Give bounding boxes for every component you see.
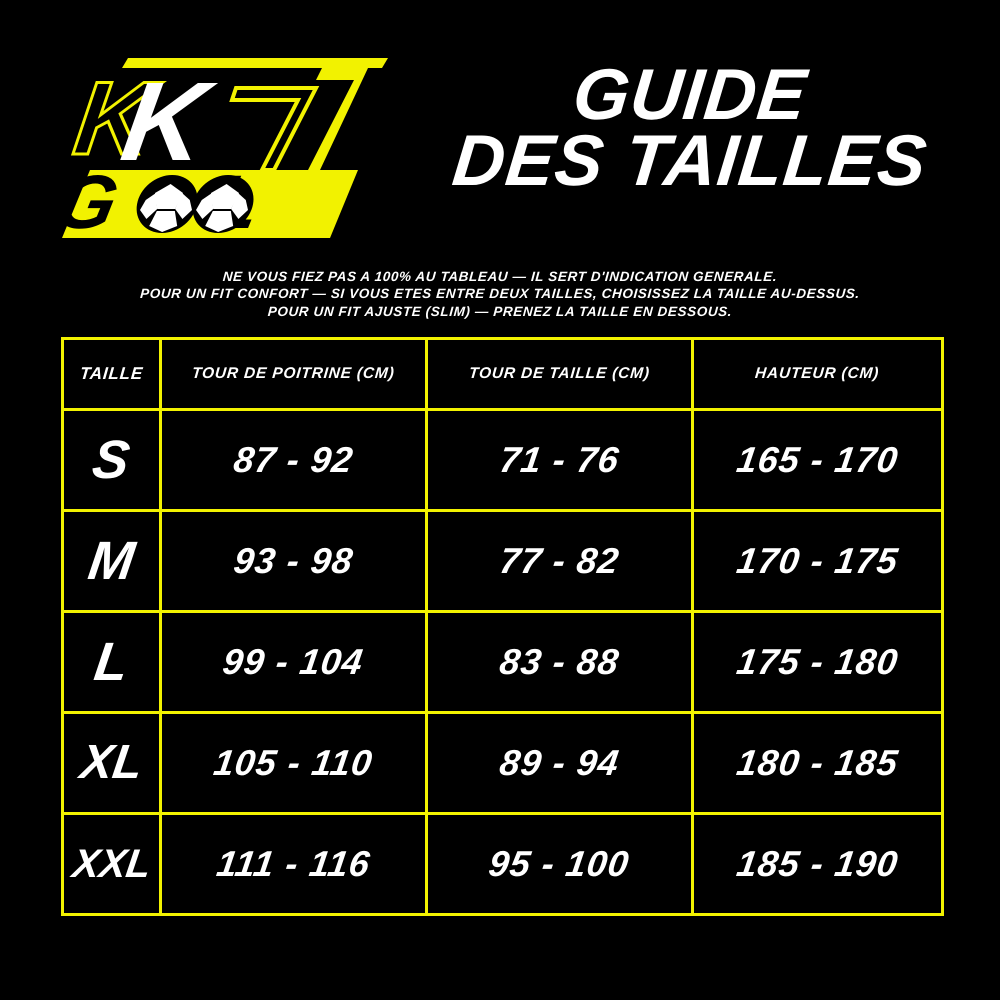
cell-size-label: XXL — [69, 842, 154, 886]
cell-size: L — [61, 610, 162, 714]
column-header-chest: TOUR DE POITRINE (CM) — [159, 337, 428, 411]
page-title-line-1: GUIDE — [569, 55, 811, 135]
table-header-row: TAILLE TOUR DE POITRINE (CM) TOUR DE TAI… — [61, 337, 944, 411]
cell-waist: 71 - 76 — [425, 408, 694, 512]
table-row: L 99 - 104 83 - 88 175 - 180 — [61, 610, 944, 714]
cell-size: S — [61, 408, 162, 512]
soccer-ball-icon — [136, 175, 198, 233]
column-header-size: TAILLE — [61, 337, 162, 411]
column-header-waist-label: TOUR DE TAILLE (CM) — [468, 365, 651, 382]
cell-waist: 95 - 100 — [425, 812, 694, 916]
cell-chest: 111 - 116 — [159, 812, 428, 916]
cell-waist-label: 77 - 82 — [497, 540, 622, 581]
cell-size-label: M — [84, 531, 139, 591]
column-header-waist: TOUR DE TAILLE (CM) — [425, 337, 694, 411]
fit-note-line-2: POUR UN FIT CONFORT — SI VOUS ETES ENTRE… — [139, 286, 861, 302]
cell-chest-label: 87 - 92 — [231, 439, 356, 480]
size-chart-header: TAILLE TOUR DE POITRINE (CM) TOUR DE TAI… — [61, 337, 944, 411]
cell-height: 185 - 190 — [691, 812, 944, 916]
column-header-height-label: HAUTEUR (CM) — [754, 365, 881, 382]
cell-height: 175 - 180 — [691, 610, 944, 714]
cell-height-label: 185 - 190 — [734, 843, 902, 884]
cell-chest: 105 - 110 — [159, 711, 428, 815]
table-row: XL 105 - 110 89 - 94 180 - 185 — [61, 711, 944, 815]
cell-height-label: 175 - 180 — [734, 641, 902, 682]
cell-chest-label: 111 - 116 — [214, 843, 373, 884]
cell-waist: 89 - 94 — [425, 711, 694, 815]
cell-waist-label: 83 - 88 — [497, 641, 622, 682]
cell-height-label: 165 - 170 — [734, 439, 902, 480]
page-title: GUIDE DES TAILLES — [400, 55, 980, 201]
cell-size-label: L — [90, 632, 133, 692]
cell-height: 165 - 170 — [691, 408, 944, 512]
cell-waist-label: 71 - 76 — [497, 439, 622, 480]
cell-waist-label: 89 - 94 — [497, 742, 622, 783]
fit-notes: NE VOUS FIEZ PAS A 100% AU TABLEAU — IL … — [0, 268, 1000, 320]
svg-text:K: K — [114, 59, 222, 184]
brand-logo-mark: K K G L — [58, 58, 388, 240]
fit-note-line-3: POUR UN FIT AJUSTE (SLIM) — PRENEZ LA TA… — [267, 303, 733, 319]
size-chart-body: S 87 - 92 71 - 76 165 - 170 M 93 - 98 77 - 82 1… — [61, 408, 944, 916]
cell-chest: 87 - 92 — [159, 408, 428, 512]
column-header-size-label: TAILLE — [79, 364, 144, 383]
column-header-chest-label: TOUR DE POITRINE (CM) — [191, 365, 396, 382]
cell-size-label: XL — [77, 736, 146, 789]
cell-chest: 93 - 98 — [159, 509, 428, 613]
cell-size: M — [61, 509, 162, 613]
table-row: S 87 - 92 71 - 76 165 - 170 — [61, 408, 944, 512]
cell-chest-label: 99 - 104 — [220, 641, 367, 682]
column-header-height: HAUTEUR (CM) — [691, 337, 944, 411]
cell-height-label: 180 - 185 — [734, 742, 902, 783]
header-banner: K K G L — [0, 0, 1000, 250]
size-chart-table: TAILLE TOUR DE POITRINE (CM) TOUR DE TAI… — [61, 337, 944, 916]
brand-logo: K K G L — [58, 48, 388, 240]
fit-note-line-1: NE VOUS FIEZ PAS A 100% AU TABLEAU — IL … — [222, 269, 778, 284]
table-row: M 93 - 98 77 - 82 170 - 175 — [61, 509, 944, 613]
cell-waist: 83 - 88 — [425, 610, 694, 714]
cell-size: XXL — [61, 812, 162, 916]
cell-size: XL — [61, 711, 162, 815]
cell-height: 180 - 185 — [691, 711, 944, 815]
cell-height: 170 - 175 — [691, 509, 944, 613]
cell-chest: 99 - 104 — [159, 610, 428, 714]
cell-chest-label: 105 - 110 — [211, 742, 376, 783]
cell-size-label: S — [89, 430, 134, 490]
soccer-ball-icon — [192, 175, 254, 233]
cell-waist: 77 - 82 — [425, 509, 694, 613]
cell-chest-label: 93 - 98 — [231, 540, 356, 581]
cell-height-label: 170 - 175 — [734, 540, 902, 581]
cell-waist-label: 95 - 100 — [486, 843, 633, 884]
table-row: XXL 111 - 116 95 - 100 185 - 190 — [61, 812, 944, 916]
page-title-line-2: DES TAILLES — [448, 121, 932, 202]
size-chart: TAILLE TOUR DE POITRINE (CM) TOUR DE TAI… — [61, 337, 944, 916]
